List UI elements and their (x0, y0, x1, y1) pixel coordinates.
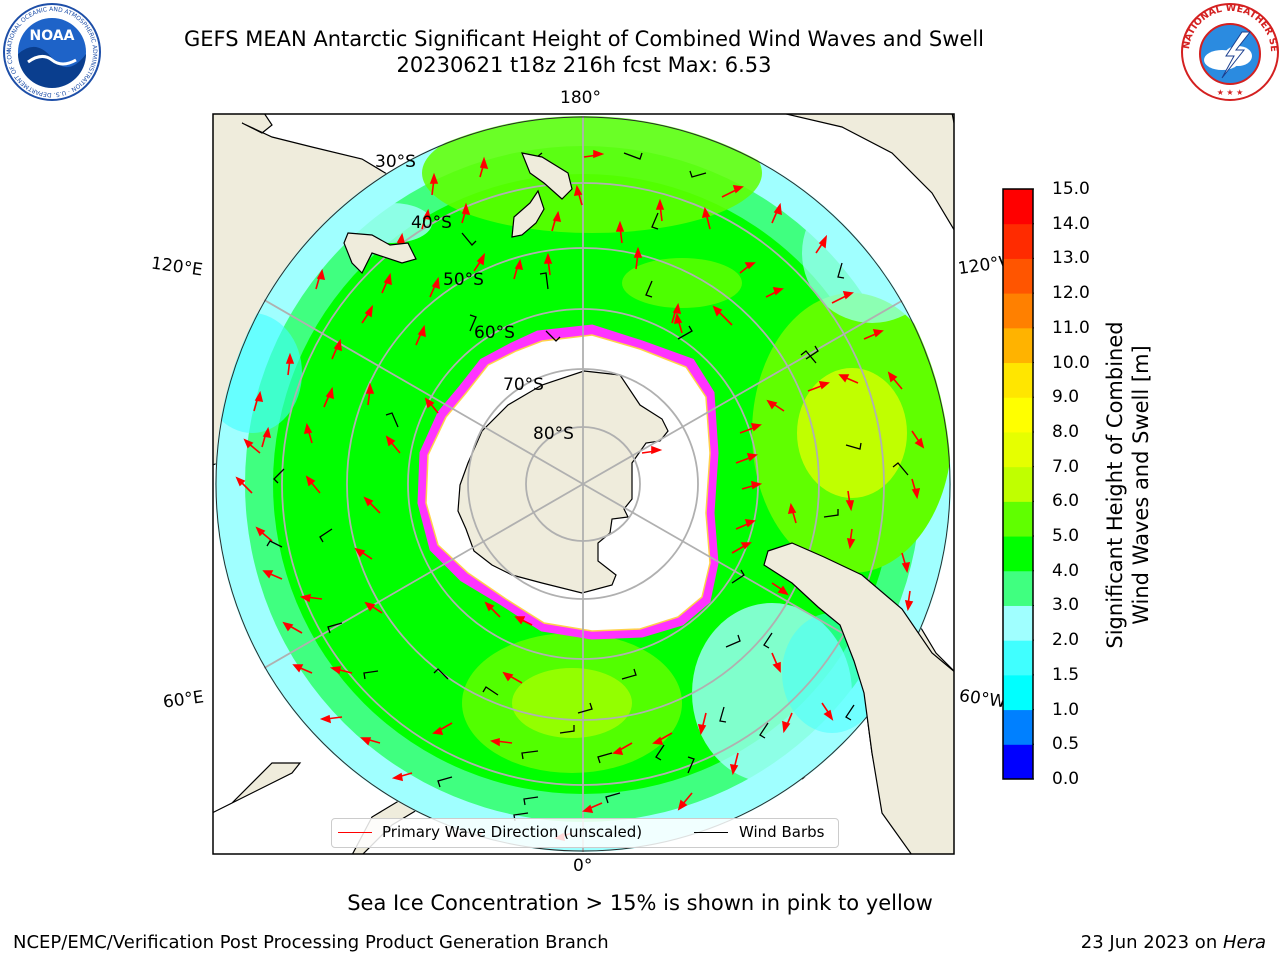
footer-date: 23 Jun 2023 on Hera (1081, 932, 1266, 953)
lon-label-0: 0° (573, 856, 593, 876)
colorbar-label: Significant Height of Combined Wind Wave… (1102, 295, 1154, 675)
lat-label-60s: 60°S (474, 323, 515, 343)
colorbar (1002, 188, 1034, 780)
colorbar-tick-label: 13.0 (1052, 248, 1090, 269)
colorbar-tick-label: 0.5 (1052, 734, 1080, 755)
colorbar-segment (1003, 605, 1033, 641)
colorbar-tick-label: 14.0 (1052, 213, 1090, 234)
colorbar-segment (1003, 674, 1033, 711)
lat-label-40s: 40°S (411, 213, 452, 233)
wave-direction-arrows (235, 149, 925, 845)
colorbar-tick-label: 9.0 (1052, 387, 1080, 408)
wave-direction-legend-label: Primary Wave Direction (unscaled) (382, 823, 643, 841)
colorbar-label-line2: Wind Waves and Swell [m] (1129, 345, 1153, 625)
colorbar-segment (1003, 744, 1033, 780)
colorbar-tick-label: 3.0 (1052, 595, 1080, 616)
map-legend: Primary Wave Direction (unscaled) Wind B… (331, 818, 839, 848)
colorbar-border (1002, 188, 1034, 780)
nws-logo: NATIONAL WEATHER SERVICE ★ ★ ★ (1180, 2, 1279, 101)
colorbar-tick-label: 1.0 (1052, 699, 1080, 720)
colorbar-tick-label: 7.0 (1052, 456, 1080, 477)
colorbar-segment (1003, 709, 1033, 745)
colorbar-tick-label: 6.0 (1052, 491, 1080, 512)
wind-barb-swatch (694, 832, 728, 833)
noaa-logo: NATIONAL OCEANIC AND ATMOSPHERIC ADMINIS… (2, 2, 101, 101)
colorbar-tick-label: 4.0 (1052, 560, 1080, 581)
colorbar-segment (1003, 536, 1033, 572)
wind-barbs (256, 152, 909, 841)
colorbar-segment (1003, 640, 1033, 676)
colorbar-segment (1003, 397, 1033, 433)
colorbar-segment (1003, 431, 1033, 468)
colorbar-tick-label: 0.0 (1052, 769, 1080, 789)
colorbar-segment (1003, 362, 1033, 398)
lon-label-120w: 120°W (956, 252, 1006, 280)
graticule (215, 116, 951, 852)
lat-label-30s: 30°S (375, 152, 416, 172)
lat-label-50s: 50°S (443, 270, 484, 290)
lon-label-180: 180° (560, 88, 601, 108)
colorbar-tick-label: 10.0 (1052, 352, 1090, 373)
colorbar-segment (1003, 258, 1033, 294)
lat-label-70s: 70°S (503, 375, 544, 395)
polar-map (212, 113, 955, 855)
sea-ice-note: Sea Ice Concentration > 15% is shown in … (347, 891, 933, 915)
colorbar-tick-label: 15.0 (1052, 179, 1090, 199)
wind-barb-legend-label: Wind Barbs (739, 823, 825, 841)
colorbar-tick-label: 5.0 (1052, 526, 1080, 547)
lon-label-60e: 60°E (161, 687, 206, 713)
colorbar-segment (1003, 501, 1033, 537)
colorbar-tick-label: 8.0 (1052, 421, 1080, 442)
wave-direction-swatch (338, 832, 372, 833)
footer-credit: NCEP/EMC/Verification Post Processing Pr… (13, 932, 609, 953)
colorbar-tick-label: 2.0 (1052, 630, 1080, 651)
colorbar-segment (1003, 570, 1033, 606)
colorbar-segment (1003, 293, 1033, 329)
colorbar-segment (1003, 466, 1033, 502)
footer-host: Hera (1222, 932, 1266, 953)
colorbar-segment (1003, 327, 1033, 364)
colorbar-tick-label: 1.5 (1052, 664, 1080, 685)
lat-label-80s: 80°S (533, 424, 574, 444)
chart-title: GEFS MEAN Antarctic Significant Height o… (183, 27, 985, 51)
colorbar-tick-label: 11.0 (1052, 317, 1090, 338)
lon-label-60w: 60°W (957, 686, 1005, 712)
colorbar-segment (1003, 223, 1033, 259)
chart-subtitle: 20230621 t18z 216h fcst Max: 6.53 (396, 53, 772, 77)
colorbar-label-line1: Significant Height of Combined (1103, 321, 1127, 649)
colorbar-tick-label: 12.0 (1052, 283, 1090, 304)
svg-text:★ ★ ★: ★ ★ ★ (1217, 88, 1244, 97)
lon-label-120e: 120°E (149, 253, 204, 281)
colorbar-segment (1003, 189, 1033, 225)
noaa-logo-text: NOAA (30, 28, 75, 44)
footer-date-text: 23 Jun 2023 on (1080, 932, 1223, 953)
